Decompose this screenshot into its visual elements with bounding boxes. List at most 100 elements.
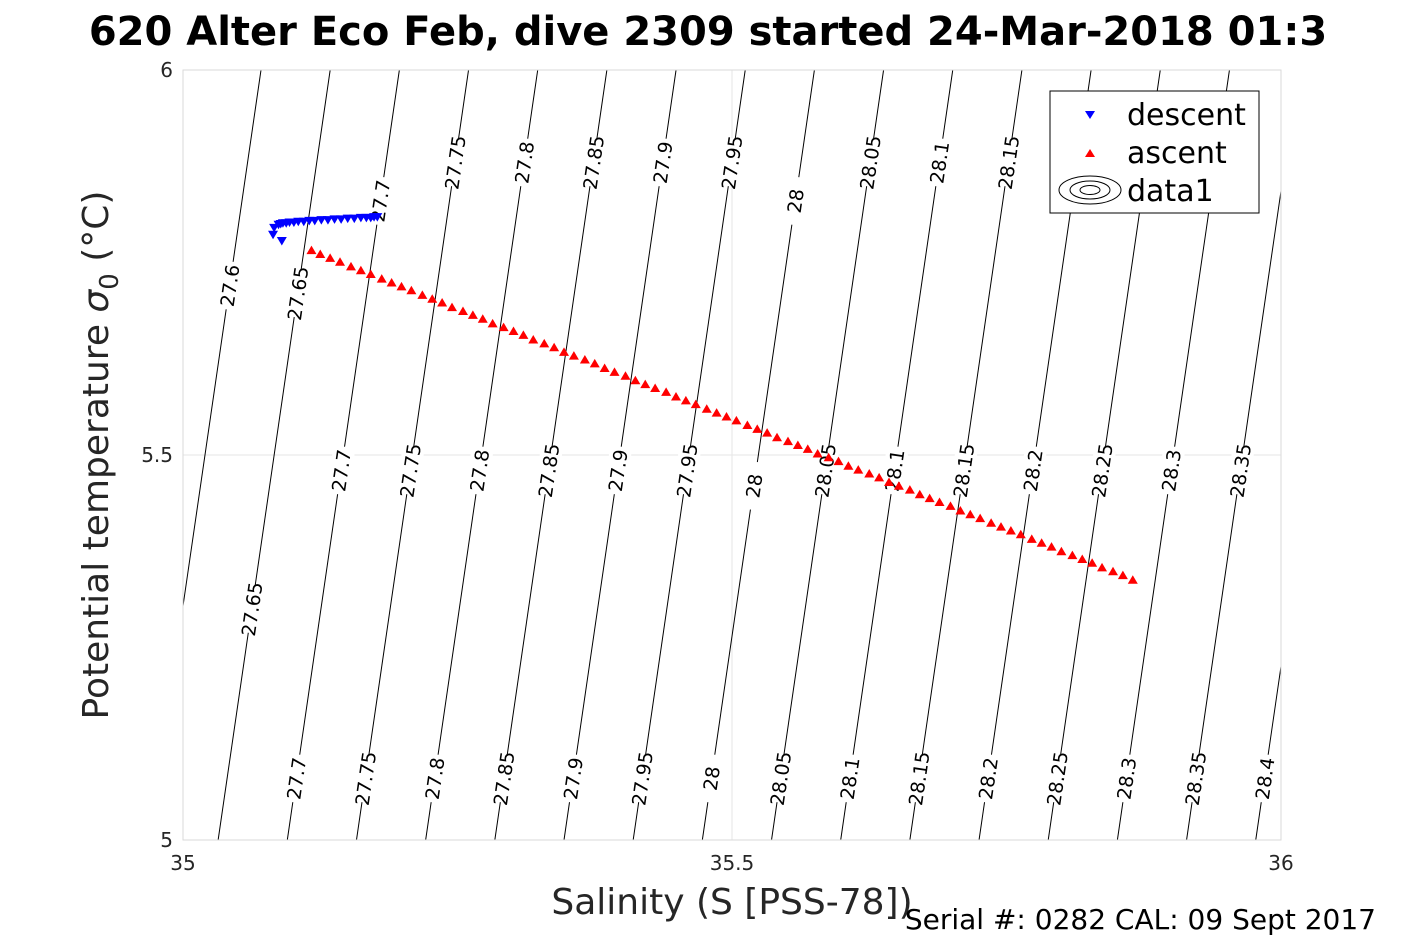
legend: descent ascent data1 [1049,90,1260,214]
descent-point [322,216,333,225]
contour-label-bg [1018,445,1048,496]
legend-data1-label: data1 [1127,174,1214,209]
descent-point [329,215,340,224]
ascent-point [904,485,915,494]
y-tick-label: 5.5 [141,443,173,467]
y-axis-label-symbol: σ [76,289,117,313]
descent-point [342,214,353,224]
ascent-point [742,420,753,429]
ascent-point [620,371,631,380]
contour-label-bg [739,460,769,512]
x-tick-label: 36 [1268,851,1293,875]
ascent-point [823,452,834,462]
contour-label-bg [1112,753,1141,804]
ascent-point [396,281,407,291]
contour-label: 28 [784,187,809,214]
data-series [268,213,1138,584]
contour-label-bg [855,137,885,188]
ascent-point [427,294,438,303]
contour-label-bg [509,137,539,188]
contour-label-bg [627,753,657,804]
contour-label-bg [1087,445,1117,496]
y-axis-label-unit: (°C) [76,191,117,262]
ascent-point [690,399,701,409]
ascent-point [721,412,732,421]
x-tick-label: 35.5 [710,851,755,875]
contour-label-bg [835,753,865,804]
contour-label-bg [648,137,677,188]
contour-label-bg [1250,753,1280,804]
ascent-point [1127,575,1138,584]
ascent-point [599,363,610,372]
contour-label: 28 [742,472,767,499]
contour-label-bg [949,445,978,496]
ascent-point [568,351,579,360]
ascent-point [528,335,539,344]
contour-label-bg [766,753,795,804]
axis-ticks: 35 35.5 36 5 5.5 6 [141,58,1294,875]
ascent-point [306,245,317,255]
ascent-point [518,330,529,339]
sigma-contour-line [1255,662,1281,840]
contour-label-bg [420,753,449,804]
ascent-point [893,481,904,490]
serial-cal-text: Serial #: 0282 CAL: 09 Sept 2017 [905,903,1376,936]
y-tick-label: 6 [160,58,173,82]
ascent-point [640,379,651,389]
ascent-point [671,391,682,401]
ascent-point [1108,566,1119,576]
ascent-point [1077,554,1088,563]
ascent-point [477,314,488,323]
contour-label-bg [558,753,588,804]
contour-label-bg [237,583,267,635]
ascent-point [355,265,366,275]
descent-point [316,216,327,225]
ascent-point [812,448,823,458]
contour-label-bg [215,260,244,311]
contour-label-bg [326,445,356,496]
contour-label-bg [810,445,840,496]
sigma-contour-line [183,70,262,610]
legend-descent-label: descent [1127,98,1246,133]
ascent-point [467,310,478,319]
ascent-point [365,269,376,279]
ascent-point [874,472,885,482]
descent-point [309,216,320,226]
ascent-point [1005,525,1016,535]
ascent-point [680,395,691,405]
legend-descent-marker [1085,111,1095,119]
ascent-point [630,375,641,385]
ascent-point [924,493,935,503]
legend-ascent-marker [1085,149,1095,157]
ascent-point [986,518,997,527]
contour-label-bg [534,445,563,496]
ascent-point [843,461,854,470]
legend-box [1049,90,1260,214]
ascent-point [752,424,763,433]
contour-label-bg [351,753,380,804]
ascent-point [1117,570,1128,580]
ascent-point [802,444,813,453]
ascent-point [792,440,803,449]
ascent-point [782,436,793,446]
ascent-point [1036,538,1047,547]
ascent-series [306,245,1138,584]
contour-label-bg [395,445,425,496]
ascent-point [345,261,356,271]
ascent-point [934,497,945,506]
ascent-point [589,358,600,368]
descent-point [349,214,360,224]
descent-point [372,213,383,222]
ascent-point [762,428,773,437]
y-axis-label-subscript: 0 [95,273,125,290]
contour-label-bg [696,753,726,804]
contour-label-bg [904,753,934,804]
ascent-point [853,465,864,474]
ascent-point [498,322,509,332]
ascent-point [579,355,590,364]
ascent-point [833,456,844,466]
contour-label-bg [1226,445,1255,496]
contour-label-bg [489,753,519,804]
contour-label-bg [672,445,702,496]
